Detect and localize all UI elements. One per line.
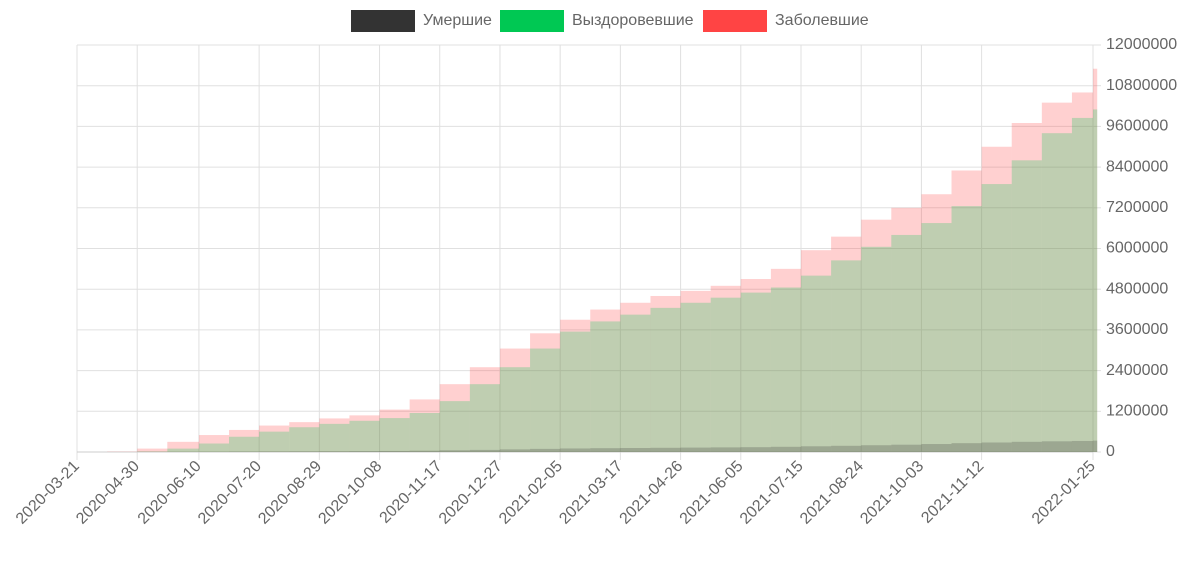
y-tick-label: 8400000 (1106, 158, 1168, 175)
bar (470, 384, 500, 452)
x-tick-label: 2020-06-10 (135, 458, 205, 528)
legend-label: Умершие (423, 12, 492, 29)
bar (921, 223, 951, 452)
bar (650, 308, 680, 452)
bar (560, 448, 590, 452)
bar (1042, 133, 1072, 452)
bar (530, 449, 560, 452)
x-tick-label: 2020-12-27 (436, 458, 506, 528)
bar (711, 298, 741, 452)
bar (801, 276, 831, 452)
bar (137, 451, 167, 452)
bar (590, 321, 620, 452)
bar (349, 421, 379, 452)
legend-label: Заболевшие (775, 12, 869, 29)
bar (289, 427, 319, 452)
y-tick-label: 2400000 (1106, 362, 1168, 379)
y-tick-label: 0 (1106, 443, 1115, 460)
bar (530, 349, 560, 452)
bar (380, 418, 410, 452)
x-tick-label: 2020-08-29 (255, 458, 325, 528)
bar (440, 401, 470, 452)
bar (650, 448, 680, 452)
legend-swatch (703, 10, 767, 32)
bar (410, 413, 440, 452)
y-tick-label: 9600000 (1106, 118, 1168, 135)
bar (319, 424, 349, 452)
bar (771, 447, 801, 452)
y-tick-label: 12000000 (1106, 36, 1177, 53)
y-tick-label: 7200000 (1106, 199, 1168, 216)
bar (741, 447, 771, 452)
bar (1042, 441, 1072, 452)
x-tick-label: 2021-10-03 (857, 458, 927, 528)
bar (590, 448, 620, 452)
bar (289, 451, 319, 452)
y-tick-label: 4800000 (1106, 280, 1168, 297)
bar (620, 448, 650, 452)
bar (681, 448, 711, 452)
bar (620, 315, 650, 452)
bar (167, 449, 199, 452)
bar (1012, 160, 1042, 452)
y-tick-label: 3600000 (1106, 321, 1168, 338)
bar (982, 443, 1012, 452)
bar (711, 447, 741, 452)
bar (1072, 441, 1093, 452)
bar (470, 450, 500, 452)
bar (861, 247, 891, 452)
y-tick-label: 6000000 (1106, 240, 1168, 257)
x-tick-label: 2020-10-08 (315, 458, 385, 528)
x-tick-label: 2020-03-21 (13, 458, 83, 528)
bar (801, 446, 831, 452)
bar (349, 451, 379, 452)
x-tick-label: 2021-04-26 (616, 458, 686, 528)
bar (1072, 118, 1093, 452)
bar (560, 332, 590, 452)
bar (891, 445, 921, 452)
x-tick-label: 2021-03-17 (556, 458, 626, 528)
x-tick-label: 2020-11-17 (377, 458, 446, 527)
legend-swatch (500, 10, 564, 32)
x-tick-label: 2021-11-12 (918, 458, 987, 527)
bar (891, 235, 921, 452)
bar (1012, 442, 1042, 452)
bar (982, 184, 1012, 452)
x-tick-label: 2020-04-30 (73, 458, 143, 528)
bar (1093, 441, 1097, 452)
bar (681, 303, 711, 452)
bar (831, 260, 861, 452)
bar (380, 451, 410, 452)
bar (410, 451, 440, 452)
bar (921, 444, 951, 452)
y-tick-label: 10800000 (1106, 77, 1177, 94)
legend-label: Выздоровевшие (572, 12, 694, 29)
series (137, 109, 1097, 452)
bar (861, 445, 891, 452)
x-tick-label: 2022-01-25 (1029, 458, 1099, 528)
bar (952, 206, 982, 452)
bar (319, 451, 349, 452)
bar (500, 449, 530, 452)
bar (952, 443, 982, 452)
x-tick-label: 2021-08-24 (797, 458, 867, 528)
bar (1093, 109, 1097, 452)
y-tick-label: 1200000 (1106, 403, 1168, 420)
bar (199, 444, 229, 452)
bar (741, 293, 771, 452)
bar (771, 288, 801, 452)
bar (440, 450, 470, 452)
x-tick-label: 2021-06-05 (677, 458, 747, 528)
bar (500, 367, 530, 452)
bar (831, 446, 861, 452)
x-tick-label: 2021-07-15 (737, 458, 807, 528)
x-tick-label: 2021-02-05 (496, 458, 566, 528)
bar (229, 437, 259, 452)
x-tick-label: 2020-07-20 (195, 458, 265, 528)
legend-swatch (351, 10, 415, 32)
bar (259, 432, 289, 452)
